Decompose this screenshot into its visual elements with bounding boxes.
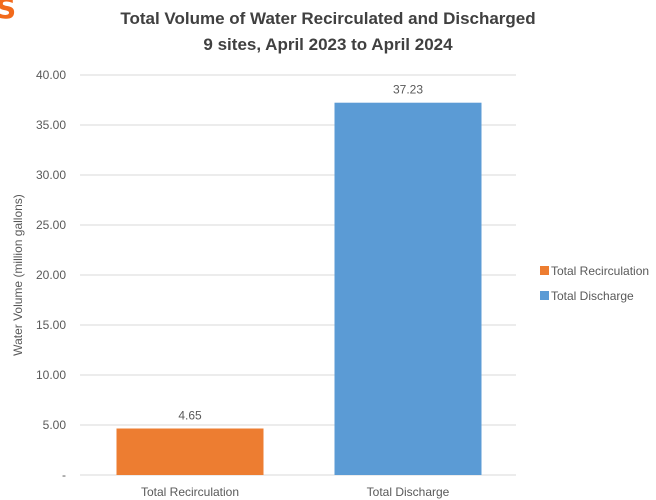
data-label: 37.23	[393, 83, 423, 97]
chart-title: Total Volume of Water Recirculated and D…	[120, 9, 536, 28]
brand-logo: S	[0, 0, 17, 25]
data-label: 4.65	[178, 409, 202, 423]
y-tick-label: 10.00	[36, 368, 66, 382]
x-tick-label: Total Recirculation	[141, 485, 239, 499]
y-tick-label: 5.00	[43, 418, 67, 432]
chart-subtitle: 9 sites, April 2023 to April 2024	[203, 35, 453, 54]
y-tick-label: 30.00	[36, 168, 66, 182]
legend-swatch	[540, 291, 549, 300]
x-tick-label: Total Discharge	[367, 485, 450, 499]
legend-label: Total Discharge	[551, 289, 634, 303]
bar	[116, 428, 264, 475]
y-tick-label: 20.00	[36, 268, 66, 282]
y-tick-label: 15.00	[36, 318, 66, 332]
y-axis-label: Water Volume (million gallons)	[11, 194, 25, 356]
y-tick-label: 25.00	[36, 218, 66, 232]
y-tick-label: -	[62, 468, 66, 482]
legend-label: Total Recirculation	[551, 264, 649, 278]
legend-swatch	[540, 266, 549, 275]
bar	[334, 102, 482, 475]
y-tick-label: 40.00	[36, 68, 66, 82]
y-tick-label: 35.00	[36, 118, 66, 132]
